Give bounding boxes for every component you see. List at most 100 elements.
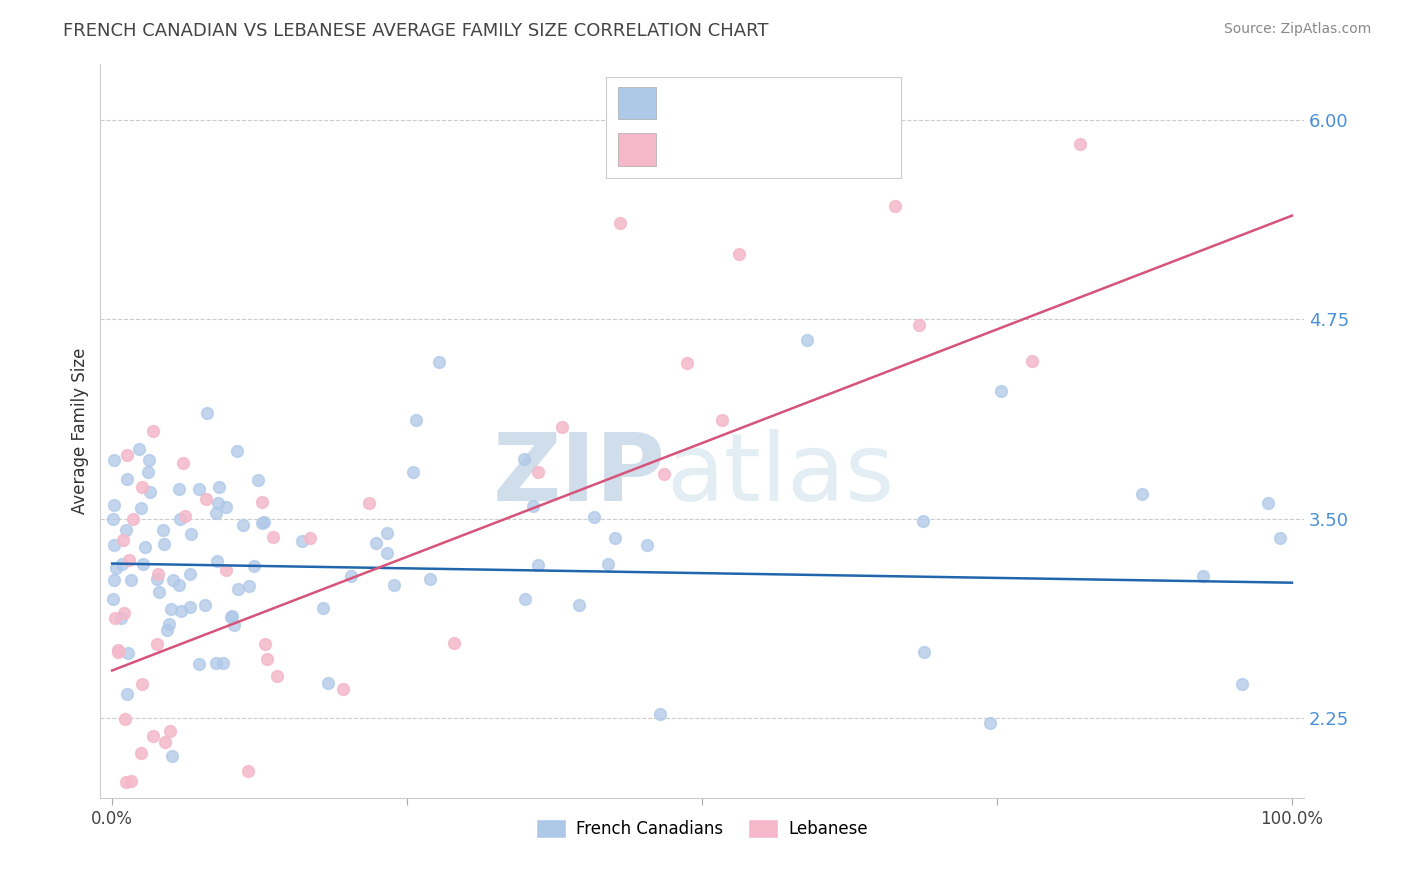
Point: [105, 561, 128, 575]
Point: [636, 538, 658, 552]
Point: [238, 579, 260, 593]
Point: [582, 510, 605, 524]
Point: [195, 406, 218, 420]
Point: [727, 246, 749, 260]
Point: [103, 498, 125, 512]
Point: [990, 384, 1012, 399]
Point: [162, 573, 184, 587]
Text: atlas: atlas: [666, 429, 894, 521]
Point: [159, 723, 181, 738]
Point: [146, 572, 169, 586]
Point: [711, 413, 734, 427]
Point: [156, 623, 179, 637]
Point: [266, 669, 288, 683]
Point: [236, 764, 259, 778]
Point: [419, 572, 441, 586]
Point: [222, 617, 245, 632]
Point: [254, 637, 277, 651]
Point: [212, 656, 235, 670]
Point: [311, 600, 333, 615]
Point: [208, 480, 231, 494]
Point: [912, 645, 935, 659]
Text: ZIP: ZIP: [494, 429, 666, 521]
Point: [194, 598, 217, 612]
Point: [527, 558, 550, 573]
Point: [366, 535, 388, 549]
Point: [1069, 136, 1091, 151]
Point: [316, 676, 339, 690]
Point: [187, 657, 209, 672]
Point: [443, 636, 465, 650]
Point: [117, 646, 139, 660]
Point: [107, 645, 129, 659]
Point: [357, 496, 380, 510]
Point: [115, 687, 138, 701]
Point: [377, 525, 399, 540]
Point: [153, 537, 176, 551]
Point: [215, 500, 238, 514]
Point: [157, 616, 180, 631]
Point: [332, 681, 354, 696]
Point: [1230, 677, 1253, 691]
Point: [1191, 569, 1213, 583]
Point: [246, 473, 269, 487]
Point: [169, 512, 191, 526]
Point: [132, 558, 155, 572]
Point: [104, 611, 127, 625]
Point: [1268, 531, 1291, 545]
Point: [226, 582, 249, 597]
Point: [405, 413, 427, 427]
Point: [138, 453, 160, 467]
Point: [107, 642, 129, 657]
Point: [128, 442, 150, 457]
Point: [205, 506, 228, 520]
Point: [675, 356, 697, 370]
Y-axis label: Average Family Size: Average Family Size: [72, 348, 89, 515]
Point: [118, 552, 141, 566]
Point: [131, 480, 153, 494]
Point: [1257, 496, 1279, 510]
Point: [205, 554, 228, 568]
Point: [152, 523, 174, 537]
Point: [180, 527, 202, 541]
Point: [402, 465, 425, 479]
Point: [110, 611, 132, 625]
Point: [375, 546, 398, 560]
Point: [221, 610, 243, 624]
Point: [112, 607, 135, 621]
Point: [103, 538, 125, 552]
Point: [142, 424, 165, 438]
Point: [101, 591, 124, 606]
Point: [598, 557, 620, 571]
Point: [253, 515, 276, 529]
Point: [250, 494, 273, 508]
Point: [134, 540, 156, 554]
Point: [603, 531, 626, 545]
Point: [652, 467, 675, 481]
Point: [142, 729, 165, 743]
Point: [179, 599, 201, 614]
Point: [146, 566, 169, 581]
Point: [111, 557, 134, 571]
Point: [205, 656, 228, 670]
Point: [148, 585, 170, 599]
Point: [232, 518, 254, 533]
Point: [609, 216, 631, 230]
Point: [115, 523, 138, 537]
Point: [131, 501, 153, 516]
Point: [648, 706, 671, 721]
Point: [122, 512, 145, 526]
Point: [136, 465, 159, 479]
Point: [179, 566, 201, 581]
Point: [527, 465, 550, 479]
Point: [170, 604, 193, 618]
Point: [131, 746, 153, 760]
Point: [568, 599, 591, 613]
Point: [103, 453, 125, 467]
Point: [908, 318, 931, 332]
Text: FRENCH CANADIAN VS LEBANESE AVERAGE FAMILY SIZE CORRELATION CHART: FRENCH CANADIAN VS LEBANESE AVERAGE FAMI…: [63, 22, 769, 40]
Point: [120, 573, 142, 587]
Point: [120, 774, 142, 789]
Point: [796, 333, 818, 347]
Point: [226, 443, 249, 458]
